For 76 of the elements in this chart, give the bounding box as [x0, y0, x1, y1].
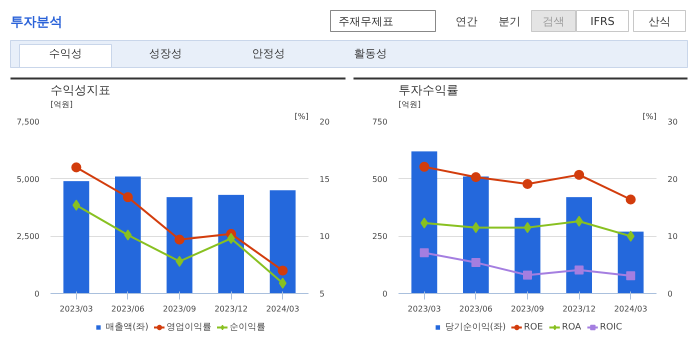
y-tick-label: 0	[34, 290, 40, 298]
bar	[166, 197, 192, 294]
y2-tick-label: 10	[668, 232, 678, 242]
y-tick-label: 500	[372, 174, 388, 184]
y2-tick-label: 10	[320, 232, 330, 242]
text: 성장성	[149, 47, 182, 60]
x-tick-label: 2023/12	[562, 304, 596, 314]
point	[522, 179, 532, 189]
legend-label: ROE	[524, 322, 544, 332]
x-tick-label: 2023/03	[408, 304, 441, 314]
chart-title: 투자수익률	[398, 83, 458, 97]
point	[420, 217, 428, 228]
y-tick-label: 2,500	[16, 232, 40, 242]
point	[420, 248, 429, 258]
text: 주재무제표	[338, 15, 394, 28]
y2-tick-label: 20	[320, 118, 330, 126]
y2-tick-label: 0	[668, 290, 673, 298]
text: 검색	[542, 15, 564, 28]
point	[626, 271, 636, 280]
y2-tick-label: 30	[668, 118, 678, 126]
point	[574, 170, 584, 180]
point	[626, 194, 636, 204]
text: 투자분석	[10, 15, 62, 30]
legend-label: 매출액(좌)	[105, 322, 149, 334]
x-tick-label: 2024/03	[266, 304, 300, 314]
bar	[115, 176, 141, 294]
text: 연간	[456, 15, 478, 28]
y2-axis-title: [%]	[294, 112, 308, 121]
text: 분기	[498, 15, 520, 28]
x-tick-label: 2024/03	[614, 304, 648, 314]
y-tick-label: 7,500	[16, 118, 40, 126]
y2-tick-label: 20	[668, 174, 678, 184]
bar	[218, 194, 244, 294]
y-tick-label: 750	[372, 118, 388, 126]
legend-label: ROIC	[600, 322, 622, 332]
x-tick-label: 2023/06	[459, 304, 493, 314]
point	[419, 162, 430, 172]
bar	[270, 190, 296, 294]
point	[470, 172, 481, 182]
x-tick-label: 2023/09	[162, 304, 196, 314]
text: 안정성	[252, 47, 285, 60]
x-tick-label: 2023/06	[111, 304, 145, 314]
x-tick-label: 2023/09	[510, 304, 544, 314]
text: 활동성	[354, 47, 387, 60]
y2-tick-label: 15	[320, 174, 330, 184]
y2-axis-title: [%]	[642, 112, 656, 121]
y-tick-label: 5,000	[16, 174, 40, 184]
bar	[411, 151, 438, 294]
point	[471, 258, 480, 268]
y-tick-label: 0	[382, 290, 388, 298]
legend-label: 영업이익률	[166, 322, 212, 334]
chart-title: 수익성지표	[50, 83, 110, 97]
legend-label: 순이익률	[230, 322, 266, 334]
bar	[463, 176, 489, 294]
bar	[63, 181, 90, 294]
text: 산식	[648, 15, 670, 28]
point	[122, 192, 133, 202]
point	[278, 266, 288, 276]
point	[71, 162, 82, 172]
point	[626, 230, 635, 242]
point	[278, 278, 287, 289]
point	[574, 265, 584, 274]
text: IFRS	[590, 15, 615, 28]
y-axis-title: [억원]	[398, 100, 421, 109]
legend-label: ROA	[562, 322, 582, 332]
x-tick-label: 2023/12	[214, 304, 248, 314]
point	[523, 270, 532, 280]
point	[174, 234, 184, 245]
y-axis-title: [억원]	[50, 100, 73, 109]
point	[72, 200, 80, 211]
y2-tick-label: 5	[320, 290, 325, 298]
x-tick-label: 2023/03	[60, 304, 93, 314]
bar	[566, 197, 592, 294]
y-tick-label: 250	[372, 232, 388, 242]
text: 수익성	[49, 47, 82, 60]
legend-label: 당기순이익(좌)	[444, 322, 506, 334]
